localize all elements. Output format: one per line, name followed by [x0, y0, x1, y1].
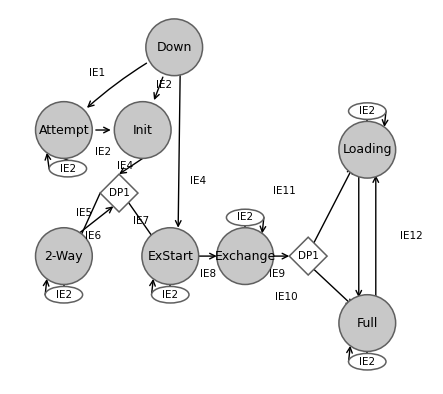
Text: Init: Init [133, 124, 153, 136]
Text: IE10: IE10 [275, 292, 298, 303]
Text: IE2: IE2 [60, 164, 76, 174]
Circle shape [35, 228, 92, 284]
Text: Full: Full [357, 317, 378, 329]
FancyArrowPatch shape [260, 217, 266, 232]
FancyArrowPatch shape [198, 253, 215, 259]
FancyArrowPatch shape [128, 203, 155, 241]
Text: Down: Down [156, 41, 192, 54]
Text: IE9: IE9 [268, 269, 285, 279]
Ellipse shape [349, 353, 386, 370]
FancyArrowPatch shape [96, 127, 109, 133]
Circle shape [35, 102, 92, 158]
FancyArrowPatch shape [382, 111, 388, 125]
FancyArrowPatch shape [273, 253, 288, 259]
Text: ExStart: ExStart [148, 250, 193, 262]
FancyArrowPatch shape [120, 158, 143, 173]
Text: IE2: IE2 [162, 290, 179, 300]
FancyArrowPatch shape [314, 168, 352, 243]
Text: IE6: IE6 [85, 231, 101, 242]
Circle shape [114, 102, 171, 158]
Text: IE12: IE12 [400, 231, 423, 242]
Circle shape [339, 121, 396, 178]
Text: IE7: IE7 [132, 216, 149, 226]
FancyArrowPatch shape [150, 281, 155, 295]
FancyArrowPatch shape [88, 63, 147, 107]
FancyArrowPatch shape [78, 193, 100, 240]
Text: IE2: IE2 [156, 80, 172, 90]
Text: IE2: IE2 [95, 147, 111, 157]
FancyArrowPatch shape [43, 281, 49, 295]
Text: IE2: IE2 [237, 212, 253, 223]
FancyArrowPatch shape [175, 76, 181, 226]
Text: IE11: IE11 [273, 186, 296, 196]
Ellipse shape [45, 286, 82, 303]
FancyArrowPatch shape [347, 348, 352, 362]
Polygon shape [289, 237, 327, 275]
Ellipse shape [49, 160, 86, 177]
Ellipse shape [152, 286, 189, 303]
Ellipse shape [226, 209, 264, 226]
FancyArrowPatch shape [75, 207, 112, 236]
Text: Exchange: Exchange [214, 250, 276, 262]
Ellipse shape [349, 103, 386, 119]
Text: IE2: IE2 [56, 290, 72, 300]
Text: DP1: DP1 [109, 188, 129, 198]
Circle shape [142, 228, 198, 284]
Circle shape [339, 295, 396, 351]
Text: Loading: Loading [342, 143, 392, 156]
Text: IE2: IE2 [359, 357, 375, 367]
Circle shape [146, 19, 202, 76]
Text: IE1: IE1 [89, 68, 105, 78]
Text: Attempt: Attempt [39, 124, 89, 136]
Text: DP1: DP1 [298, 251, 319, 261]
FancyArrowPatch shape [45, 154, 51, 169]
Polygon shape [100, 174, 138, 212]
Text: IE4: IE4 [190, 176, 206, 186]
FancyArrowPatch shape [154, 77, 163, 99]
Text: IE8: IE8 [200, 269, 216, 279]
FancyArrowPatch shape [373, 177, 379, 297]
FancyArrowPatch shape [314, 269, 352, 305]
Text: IE5: IE5 [76, 208, 93, 218]
Circle shape [217, 228, 273, 284]
FancyArrowPatch shape [356, 175, 361, 296]
Text: IE2: IE2 [359, 106, 375, 116]
Text: IE4: IE4 [117, 161, 133, 171]
Text: 2-Way: 2-Way [45, 250, 83, 262]
